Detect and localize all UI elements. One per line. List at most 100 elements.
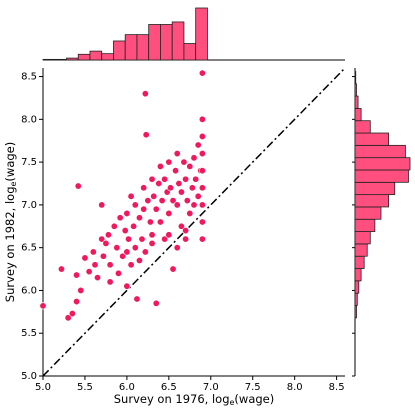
x-tick-label: 6.5: [161, 382, 177, 393]
scatter-point: [175, 180, 183, 188]
histogram-bar: [354, 132, 390, 146]
y-label-text: (wage): [3, 142, 17, 182]
scatter-point: [173, 201, 181, 209]
x-tick-label: 6.0: [119, 382, 135, 393]
scatter-point: [182, 227, 190, 235]
scatter-point: [57, 265, 65, 273]
y-tick-label: 6.5: [21, 243, 37, 254]
scatter-point: [177, 188, 185, 196]
scatter-point: [198, 201, 206, 209]
scatter-point: [89, 248, 97, 256]
scatter-point: [130, 222, 138, 230]
y-tick-label: 7.0: [21, 200, 37, 211]
histogram-bar: [136, 34, 150, 61]
histogram-bar: [354, 218, 376, 232]
scatter-point: [194, 141, 202, 149]
histogram-bar: [354, 268, 362, 282]
x-tick-label: 8.5: [329, 382, 345, 393]
scatter-point: [183, 197, 191, 205]
x-tick-label: 5.0: [35, 382, 51, 393]
histogram-bar: [54, 58, 67, 61]
scatter-point: [39, 302, 47, 310]
scatter-point: [110, 222, 118, 230]
x-label-sub: e: [230, 398, 235, 407]
scatter-point: [192, 175, 200, 183]
histogram-bar: [124, 34, 138, 61]
histogram-bar: [354, 120, 371, 134]
scatter-point: [188, 184, 196, 192]
y-tick-label: 5.5: [21, 328, 37, 339]
histogram-bar: [354, 83, 357, 97]
histogram-bar: [42, 58, 56, 61]
histogram-bar: [354, 71, 357, 85]
scatter-point: [172, 167, 180, 175]
scatter-point: [152, 299, 160, 307]
scatter-point: [133, 295, 141, 303]
scatter-point: [142, 131, 150, 139]
y-label-text: Survey on 1982, log: [3, 186, 17, 302]
scatter-point: [141, 248, 149, 256]
x-tick-label: 8.0: [287, 382, 303, 393]
scatter-point: [177, 222, 185, 230]
scatter-point: [81, 254, 89, 262]
x-tick-label: 5.5: [77, 382, 93, 393]
scatter-point: [141, 90, 149, 98]
scatter-point: [198, 167, 206, 175]
scatter-point: [186, 162, 194, 170]
histogram-bar: [354, 157, 411, 171]
scatter-point: [119, 252, 127, 260]
histogram-bar: [148, 24, 161, 61]
histogram-bar: [113, 40, 126, 61]
scatter-point: [127, 261, 135, 269]
scatter-point: [144, 197, 152, 205]
scatter-point: [123, 209, 131, 217]
y-tick-label: 8.5: [21, 72, 37, 83]
histogram-bar: [66, 57, 79, 61]
scatter-point: [167, 184, 175, 192]
scatter-point: [169, 265, 177, 273]
scatter-point: [150, 192, 158, 200]
histogram-bar: [354, 95, 359, 109]
scatter-point: [123, 282, 131, 290]
histogram-bar: [354, 144, 406, 159]
scatter-point: [73, 271, 81, 279]
scatter-point: [131, 244, 139, 252]
scatter-point: [198, 184, 206, 192]
histogram-bar: [354, 305, 357, 319]
reference-line: [42, 67, 346, 377]
scatter-point: [138, 235, 146, 243]
x-label-text: Survey on 1976, log: [114, 392, 230, 406]
histogram-bar: [354, 243, 368, 257]
y-label-sub: e: [9, 181, 18, 186]
scatter-point: [186, 209, 194, 217]
scatter-point: [106, 261, 114, 269]
scatter-point: [156, 218, 164, 226]
scatter-point: [198, 115, 206, 123]
histogram-bar: [354, 292, 358, 306]
scatter-point: [104, 231, 112, 239]
scatter-point: [165, 209, 173, 217]
scatter-point: [131, 201, 139, 209]
histogram-bar: [354, 181, 396, 196]
x-tick-label: 7.0: [203, 382, 219, 393]
scatter-point: [115, 269, 123, 277]
scatter-point: [85, 268, 93, 276]
y-tick-label: 6.0: [21, 285, 37, 296]
scatter-point: [194, 192, 202, 200]
scatter-point: [158, 197, 166, 205]
scatter-point: [198, 69, 206, 77]
histogram-bar: [354, 169, 409, 183]
scatter-point: [165, 158, 173, 166]
scatter-point: [113, 244, 121, 252]
scatter-point: [180, 158, 188, 166]
scatter-point: [156, 162, 164, 170]
scatter-point: [146, 218, 154, 226]
histogram-bar: [195, 7, 208, 61]
scatter-point: [91, 261, 99, 269]
scatter-point: [99, 252, 107, 260]
scatter-point: [74, 182, 82, 190]
y-tick-label: 7.5: [21, 157, 37, 168]
histogram-bar: [101, 53, 114, 61]
scatter-point: [190, 201, 198, 209]
